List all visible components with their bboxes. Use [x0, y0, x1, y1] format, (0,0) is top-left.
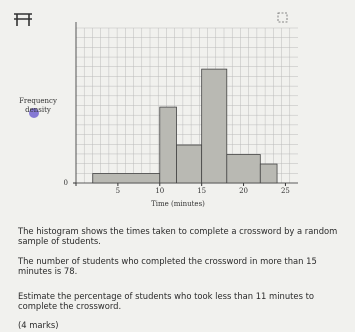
bar — [201, 68, 228, 184]
marks: (4 marks) — [18, 320, 59, 330]
bar — [259, 163, 278, 184]
x-tick-label: 25 — [281, 187, 290, 195]
task-text: Estimate the percentage of students who … — [18, 291, 315, 311]
y-axis-label: Frequency density — [19, 97, 57, 114]
bar — [226, 154, 261, 184]
given-text: The number of students who completed the… — [18, 256, 317, 276]
y-tick-label: 0 — [64, 179, 68, 187]
x-tick-label: 10 — [155, 187, 164, 195]
intro-text: The histogram shows the times taken to c… — [18, 226, 338, 246]
expand-icon[interactable] — [277, 12, 288, 23]
x-tick-label: 20 — [239, 187, 248, 195]
pen-icon — [14, 13, 32, 26]
x-tick-label: 15 — [197, 187, 206, 195]
x-axis-label: Time (minutes) — [151, 200, 205, 208]
bar — [92, 173, 161, 184]
x-tick-label: 5 — [116, 187, 120, 195]
histogram: Frequency density Time (minutes) 0 5 10 15 20… — [14, 12, 298, 208]
cursor-blob — [29, 108, 39, 118]
bar — [176, 144, 203, 184]
bar — [159, 106, 177, 184]
